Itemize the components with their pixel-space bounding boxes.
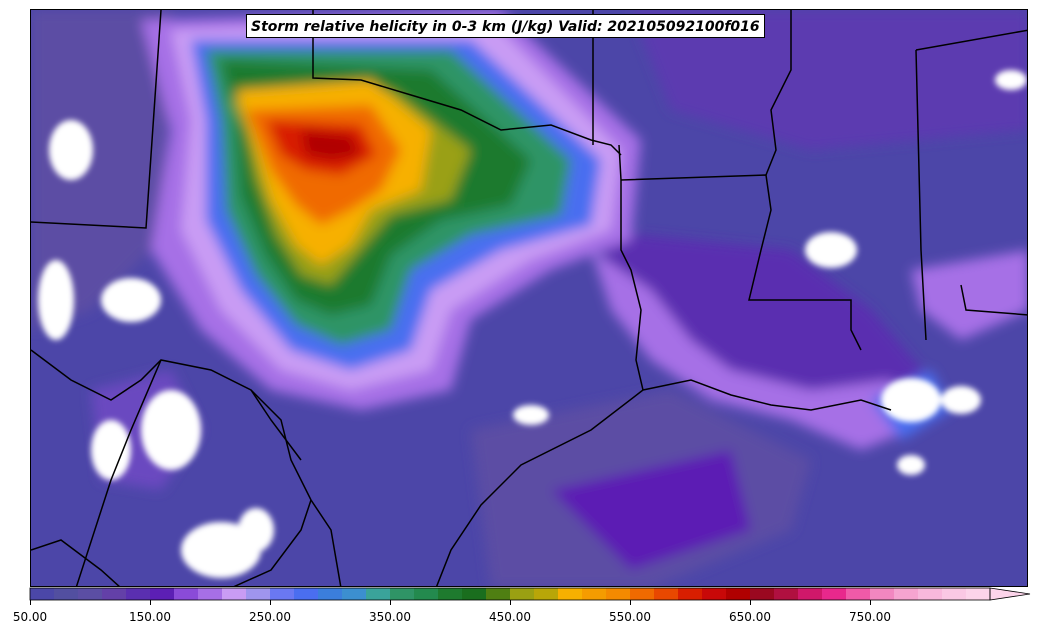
colorbar-swatch bbox=[750, 588, 775, 600]
red-river bbox=[312, 10, 622, 156]
colorbar-swatch bbox=[222, 588, 247, 600]
mexico-state-line-3 bbox=[233, 499, 312, 586]
colorbar-swatch bbox=[702, 588, 727, 600]
state-boundaries bbox=[31, 10, 1027, 586]
colorbar-extend-arrow bbox=[989, 587, 1031, 601]
colorbar-swatch bbox=[918, 588, 943, 600]
colorbar-swatch bbox=[294, 588, 319, 600]
colorbar-swatch bbox=[678, 588, 703, 600]
colorbar-tick-label: 50.00 bbox=[12, 610, 48, 624]
colorbar-swatch bbox=[534, 588, 559, 600]
colorbar-swatch bbox=[486, 588, 511, 600]
colorbar-swatch bbox=[126, 588, 151, 600]
mississippi-river bbox=[765, 10, 792, 176]
colorbar-swatch bbox=[462, 588, 487, 600]
colorbar-swatch bbox=[366, 588, 391, 600]
colorbar-swatch bbox=[198, 588, 223, 600]
colorbar-tick-label: 650.00 bbox=[729, 610, 771, 624]
rio-grande bbox=[31, 349, 342, 586]
colorbar-swatch bbox=[558, 588, 583, 600]
colorbar-tick-label: 450.00 bbox=[489, 610, 531, 624]
colorbar-swatch bbox=[966, 588, 991, 600]
ar-la-border bbox=[620, 174, 862, 351]
colorbar-swatch bbox=[174, 588, 199, 600]
gulf-coast-tx bbox=[435, 389, 644, 586]
colorbar-swatch bbox=[30, 588, 55, 600]
map-title: Storm relative helicity in 0-3 km (J/kg)… bbox=[246, 14, 765, 38]
mexico-border bbox=[31, 539, 120, 586]
colorbar-swatch bbox=[438, 588, 463, 600]
colorbar-tick-mark bbox=[150, 600, 151, 605]
colorbar-swatch bbox=[630, 588, 655, 600]
colorbar-tick-mark bbox=[390, 600, 391, 605]
colorbar-swatch bbox=[822, 588, 847, 600]
colorbar-swatch bbox=[390, 588, 415, 600]
helicity-field bbox=[31, 10, 1027, 586]
colorbar-swatch bbox=[798, 588, 823, 600]
ms-al-border bbox=[915, 49, 927, 341]
colorbar-tick-mark bbox=[270, 600, 271, 605]
colorbar-swatch bbox=[342, 588, 367, 600]
colorbar-swatch bbox=[318, 588, 343, 600]
colorbar-swatch bbox=[606, 588, 631, 600]
colorbar-tick-label: 550.00 bbox=[609, 610, 651, 624]
gulf-coast-la bbox=[642, 379, 892, 411]
nm-border bbox=[31, 10, 162, 229]
al-fl-border bbox=[960, 284, 1027, 316]
colorbar-tick-mark bbox=[870, 600, 871, 605]
colorbar-tick-label: 150.00 bbox=[129, 610, 171, 624]
missing-data-areas bbox=[38, 70, 1027, 578]
colorbar-swatch bbox=[846, 588, 871, 600]
colorbar-swatch bbox=[414, 588, 439, 600]
mexico-state-line bbox=[75, 359, 162, 586]
colorbar-swatch bbox=[726, 588, 751, 600]
colorbar-swatches bbox=[29, 587, 1031, 601]
colorbar-tick-mark bbox=[750, 600, 751, 605]
colorbar-swatch bbox=[102, 588, 127, 600]
colorbar-tick-label: 250.00 bbox=[249, 610, 291, 624]
mexico-state-line-2 bbox=[250, 389, 302, 461]
colorbar-swatch bbox=[894, 588, 919, 600]
colorbar-swatch bbox=[654, 588, 679, 600]
helicity-map bbox=[31, 10, 1027, 586]
colorbar-tick-label: 350.00 bbox=[369, 610, 411, 624]
colorbar-swatch bbox=[54, 588, 79, 600]
colorbar-tick-label: 750.00 bbox=[849, 610, 891, 624]
tn-border bbox=[915, 29, 1027, 51]
colorbar bbox=[29, 587, 1031, 601]
colorbar-swatch bbox=[78, 588, 103, 600]
colorbar-swatch bbox=[774, 588, 799, 600]
map-panel bbox=[30, 9, 1028, 587]
colorbar-swatch bbox=[510, 588, 535, 600]
colorbar-tick-mark bbox=[630, 600, 631, 605]
colorbar-swatch bbox=[246, 588, 271, 600]
colorbar-swatch bbox=[582, 588, 607, 600]
colorbar-swatch bbox=[870, 588, 895, 600]
colorbar-swatch bbox=[942, 588, 967, 600]
colorbar-swatch bbox=[270, 588, 295, 600]
colorbar-swatch bbox=[150, 588, 175, 600]
colorbar-tick-mark bbox=[510, 600, 511, 605]
colorbar-tick-mark bbox=[30, 600, 31, 605]
